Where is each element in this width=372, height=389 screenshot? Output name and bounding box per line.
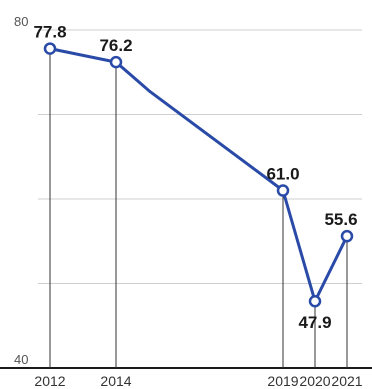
data-point-marker	[276, 184, 290, 197]
data-label: 61.0	[266, 165, 299, 184]
data-label: 47.9	[298, 313, 331, 332]
data-label: 76.2	[99, 36, 132, 55]
x-tick-label: 2012	[34, 373, 65, 389]
data-label: 77.8	[33, 23, 66, 42]
x-tick-label: 2021	[331, 373, 362, 389]
y-tick-label: 40	[14, 352, 28, 367]
x-tick-label: 2019	[267, 373, 298, 389]
series-line	[49, 47, 349, 303]
data-point-marker	[43, 42, 57, 55]
data-label: 55.6	[324, 210, 357, 229]
y-tick-label: 80	[14, 14, 28, 29]
data-point-marker	[340, 229, 354, 243]
x-tick-label: 2014	[100, 373, 131, 389]
data-point-marker	[109, 55, 123, 69]
x-tick-label: 2020	[299, 373, 330, 389]
data-point-marker	[308, 294, 322, 308]
